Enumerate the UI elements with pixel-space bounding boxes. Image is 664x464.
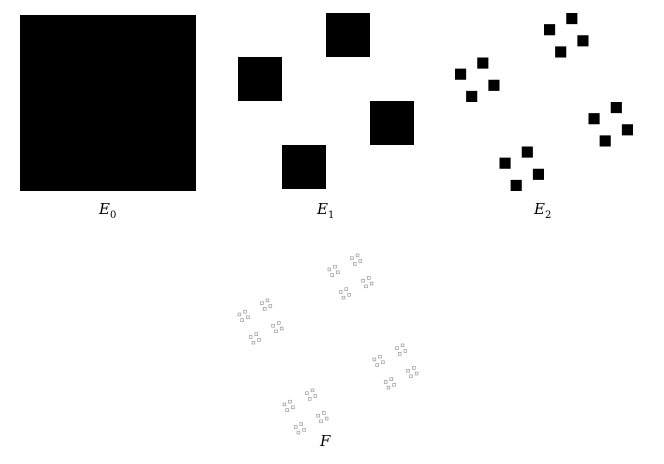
square-f (347, 293, 351, 297)
square-f (375, 363, 379, 367)
square-f (338, 290, 343, 294)
square-e1 (282, 145, 326, 189)
panel-e0 (20, 15, 196, 191)
square-f (398, 352, 402, 356)
square-e1 (238, 57, 282, 101)
square-f (324, 416, 329, 421)
square-e2 (455, 68, 467, 80)
square-f (279, 326, 284, 331)
square-f (254, 332, 258, 336)
square-f (243, 309, 247, 314)
square-f (369, 281, 374, 286)
square-f (291, 405, 295, 409)
square-f (282, 402, 287, 407)
square-f (313, 394, 318, 398)
square-f (330, 273, 334, 277)
square-f (293, 425, 298, 429)
square-f (319, 419, 323, 424)
square-e1 (326, 13, 370, 57)
square-f (251, 340, 256, 345)
square-f (358, 259, 363, 263)
square-f (237, 312, 242, 317)
square-e2 (544, 24, 556, 36)
square-f (268, 304, 273, 308)
square-f (355, 253, 360, 258)
square-e2 (477, 57, 489, 69)
square-e2 (510, 179, 522, 192)
square-e0 (20, 15, 196, 191)
square-f (271, 324, 275, 328)
square-f (344, 287, 348, 291)
label-e2: E2 (533, 200, 551, 221)
square-f (274, 329, 278, 334)
square-e2 (599, 135, 611, 147)
square-e1 (370, 101, 414, 145)
square-f (305, 391, 309, 395)
label-e0: E0 (98, 200, 116, 221)
square-f (392, 383, 396, 387)
square-f (296, 430, 301, 435)
square-f (260, 301, 264, 305)
square-f (285, 408, 289, 412)
label-f: F (319, 432, 331, 450)
panel-e2 (455, 13, 634, 192)
square-f (240, 318, 244, 322)
square-f (341, 295, 346, 300)
square-f (386, 385, 391, 390)
square-f (361, 279, 365, 283)
label-e1: E1 (316, 200, 334, 221)
square-f (277, 321, 281, 325)
square-f (409, 374, 413, 379)
square-e2 (532, 168, 545, 180)
square-f (333, 264, 337, 269)
square-f (248, 335, 253, 339)
square-e2 (499, 157, 511, 169)
square-f (383, 380, 388, 384)
square-e2 (566, 13, 578, 25)
square-f (257, 338, 261, 342)
square-f (263, 307, 267, 311)
square-f (378, 354, 382, 359)
square-f (327, 267, 332, 272)
panel-f (237, 253, 419, 435)
square-f (381, 360, 385, 364)
square-f (310, 388, 315, 393)
square-f (308, 397, 312, 401)
square-e2 (588, 113, 600, 125)
square-f (299, 422, 303, 426)
square-e2 (488, 79, 500, 91)
square-e2 (610, 102, 622, 114)
square-f (412, 366, 416, 370)
square-f (322, 411, 326, 415)
square-e2 (555, 46, 567, 58)
square-f (336, 270, 340, 274)
square-f (406, 369, 410, 373)
square-f (414, 371, 419, 376)
square-f (316, 414, 320, 418)
square-f (389, 377, 393, 381)
square-e2 (521, 146, 533, 158)
panel-e1 (238, 13, 414, 189)
square-e2 (621, 124, 634, 136)
square-f (302, 428, 306, 432)
square-f (395, 346, 399, 350)
square-f (265, 298, 270, 303)
square-f (364, 284, 368, 289)
square-f (400, 343, 405, 348)
square-f (350, 256, 354, 260)
square-f (403, 349, 408, 353)
square-f (288, 399, 292, 404)
square-f (372, 357, 377, 362)
square-e2 (466, 90, 478, 103)
square-e2 (577, 35, 589, 47)
square-f (353, 262, 357, 266)
square-f (246, 315, 250, 319)
square-f (367, 276, 371, 280)
